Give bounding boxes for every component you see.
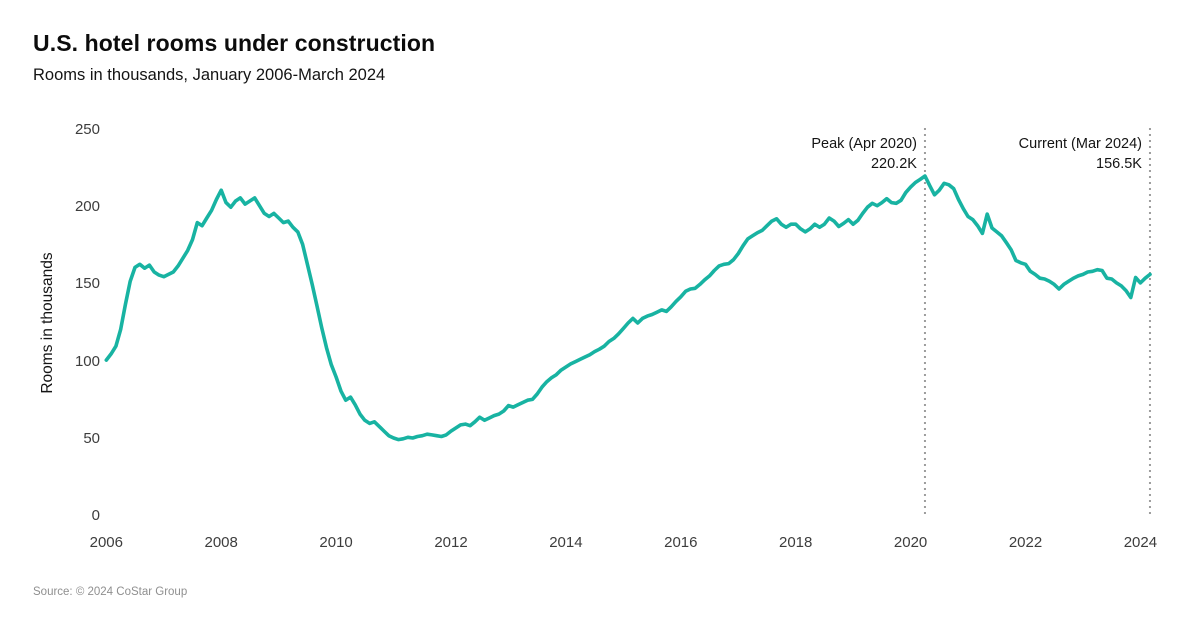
source-credit: Source: © 2024 CoStar Group [33,586,188,598]
annotation-rules [923,128,1151,516]
x-tick-2022: 2022 [1008,534,1043,551]
y-tick-250: 250 [74,121,100,138]
x-tick-2012: 2012 [434,534,468,551]
x-tick-2020: 2020 [893,534,928,551]
x-tick-2008: 2008 [204,534,238,551]
x-tick-2016: 2016 [664,534,698,551]
x-tick-2006: 2006 [89,534,123,551]
y-tick-0: 0 [91,507,100,524]
annotation-current: Current (Mar 2024) 156.5K [902,134,1142,174]
annotation-peak: Peak (Apr 2020) 220.2K [677,134,917,174]
x-tick-2010: 2010 [319,534,353,551]
y-tick-150: 150 [74,275,100,293]
x-tick-2014: 2014 [549,534,583,551]
x-tick-2024: 2024 [1123,534,1158,551]
y-tick-50: 50 [83,429,100,447]
annotation-current-value: 156.5K [1096,156,1142,172]
page-subtitle: Rooms in thousands, January 2006-March 2… [33,66,386,84]
series-line [104,174,1152,442]
annotation-current-label: Current (Mar 2024) [1018,136,1142,152]
x-tick-2018: 2018 [779,534,813,551]
y-tick-100: 100 [74,352,100,370]
annotation-peak-value: 220.2K [870,156,917,172]
annotation-peak-label: Peak (Apr 2020) [811,136,917,152]
page-title: U.S. hotel rooms under construction [33,30,436,56]
y-tick-200: 200 [74,198,100,216]
